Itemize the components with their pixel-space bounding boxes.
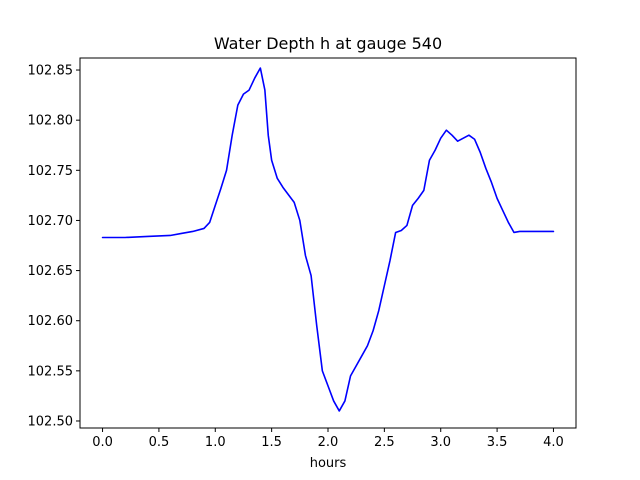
y-tick-label: 102.75 xyxy=(28,164,74,179)
chart-title: Water Depth h at gauge 540 xyxy=(214,34,442,53)
y-axis: 102.50 102.55 102.60 102.65 102.70 102.75 102.… xyxy=(28,64,80,429)
y-tick-label: 102.85 xyxy=(28,64,74,79)
x-tick-label: 4.0 xyxy=(543,435,564,450)
x-tick-label: 2.0 xyxy=(318,435,339,450)
y-tick-label: 102.60 xyxy=(28,314,74,329)
x-tick-label: 3.5 xyxy=(487,435,508,450)
plot-frame xyxy=(79,57,577,429)
y-tick-label: 102.70 xyxy=(28,214,74,229)
x-tick-label: 2.5 xyxy=(374,435,395,450)
x-tick-label: 1.0 xyxy=(205,435,226,450)
plot-area xyxy=(101,67,555,412)
x-tick-label: 1.5 xyxy=(261,435,282,450)
y-tick-label: 102.65 xyxy=(28,264,74,279)
y-tick-label: 102.50 xyxy=(28,414,74,429)
y-tick-label: 102.55 xyxy=(28,364,74,379)
y-tick-label: 102.80 xyxy=(28,114,74,129)
x-axis: 0.0 0.5 1.0 1.5 2.0 2.5 3.0 3.5 4.0 xyxy=(92,428,564,450)
x-tick-label: 0.5 xyxy=(149,435,170,450)
series-line-0 xyxy=(101,67,555,412)
x-tick-label: 0.0 xyxy=(92,435,113,450)
x-axis-label: hours xyxy=(310,456,347,471)
x-tick-label: 3.0 xyxy=(430,435,451,450)
